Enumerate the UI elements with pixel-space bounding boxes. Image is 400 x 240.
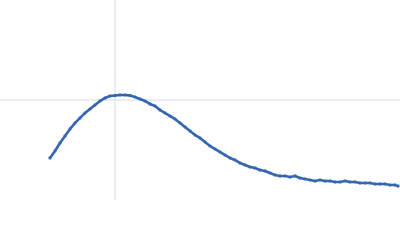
data-point	[333, 180, 337, 184]
data-point	[78, 116, 82, 120]
data-point	[193, 133, 197, 137]
data-point	[358, 181, 362, 185]
data-point	[233, 158, 237, 162]
data-point	[123, 93, 127, 97]
data-point	[88, 107, 92, 111]
data-point	[273, 173, 277, 177]
data-point	[203, 140, 207, 144]
data-point	[288, 175, 292, 179]
data-point	[328, 179, 332, 183]
data-point	[248, 165, 252, 169]
data-point	[113, 93, 117, 98]
data-point	[48, 156, 52, 160]
data-point	[283, 174, 287, 178]
data-point	[118, 93, 122, 97]
data-point	[278, 174, 282, 178]
data-point	[353, 180, 357, 184]
data-point	[368, 181, 372, 185]
data-point	[258, 168, 262, 172]
data-point	[263, 169, 267, 173]
data-point	[396, 184, 400, 188]
data-point	[133, 95, 137, 99]
data-point	[198, 136, 202, 140]
data-point	[153, 104, 157, 108]
data-point	[53, 149, 57, 153]
data-point	[323, 179, 327, 183]
data-point	[183, 125, 187, 129]
data-point	[128, 93, 132, 98]
data-point	[363, 181, 367, 185]
data-point	[223, 153, 227, 157]
page: {"chart_data": {"type": "scatter", "xlim…	[0, 0, 400, 200]
data-point	[178, 121, 182, 125]
data-point	[293, 174, 297, 178]
data-point	[108, 94, 112, 98]
data-point	[348, 180, 352, 184]
data-point	[188, 129, 192, 133]
data-point	[68, 127, 72, 131]
data-point	[228, 156, 232, 160]
data-point	[83, 111, 87, 115]
data-point	[73, 121, 77, 125]
chart	[0, 0, 400, 200]
data-point	[213, 147, 217, 151]
data-point	[63, 134, 67, 138]
data-point	[58, 141, 62, 145]
data-point	[238, 161, 242, 165]
data-point	[303, 177, 307, 181]
data-point	[393, 183, 397, 187]
data-point	[148, 102, 152, 106]
data-point	[378, 182, 382, 186]
data-point	[318, 178, 322, 182]
data-point	[143, 99, 147, 103]
data-point	[373, 182, 377, 186]
data-point	[383, 182, 387, 186]
data-point	[173, 117, 177, 121]
data-point	[163, 111, 167, 115]
data-point	[338, 180, 342, 184]
data-point	[313, 179, 317, 183]
data-point	[138, 97, 142, 101]
data-point	[253, 166, 257, 170]
data-point	[298, 176, 302, 180]
data-point	[208, 144, 212, 148]
data-point	[388, 183, 392, 187]
data-point	[218, 150, 222, 154]
data-trace	[48, 93, 399, 188]
data-point	[103, 96, 107, 100]
data-point	[93, 103, 97, 107]
data-point	[243, 163, 247, 167]
data-point	[308, 178, 312, 182]
data-point	[268, 171, 272, 175]
data-point	[98, 99, 102, 103]
data-point	[168, 114, 172, 118]
data-point	[343, 179, 347, 183]
data-point	[158, 108, 162, 112]
